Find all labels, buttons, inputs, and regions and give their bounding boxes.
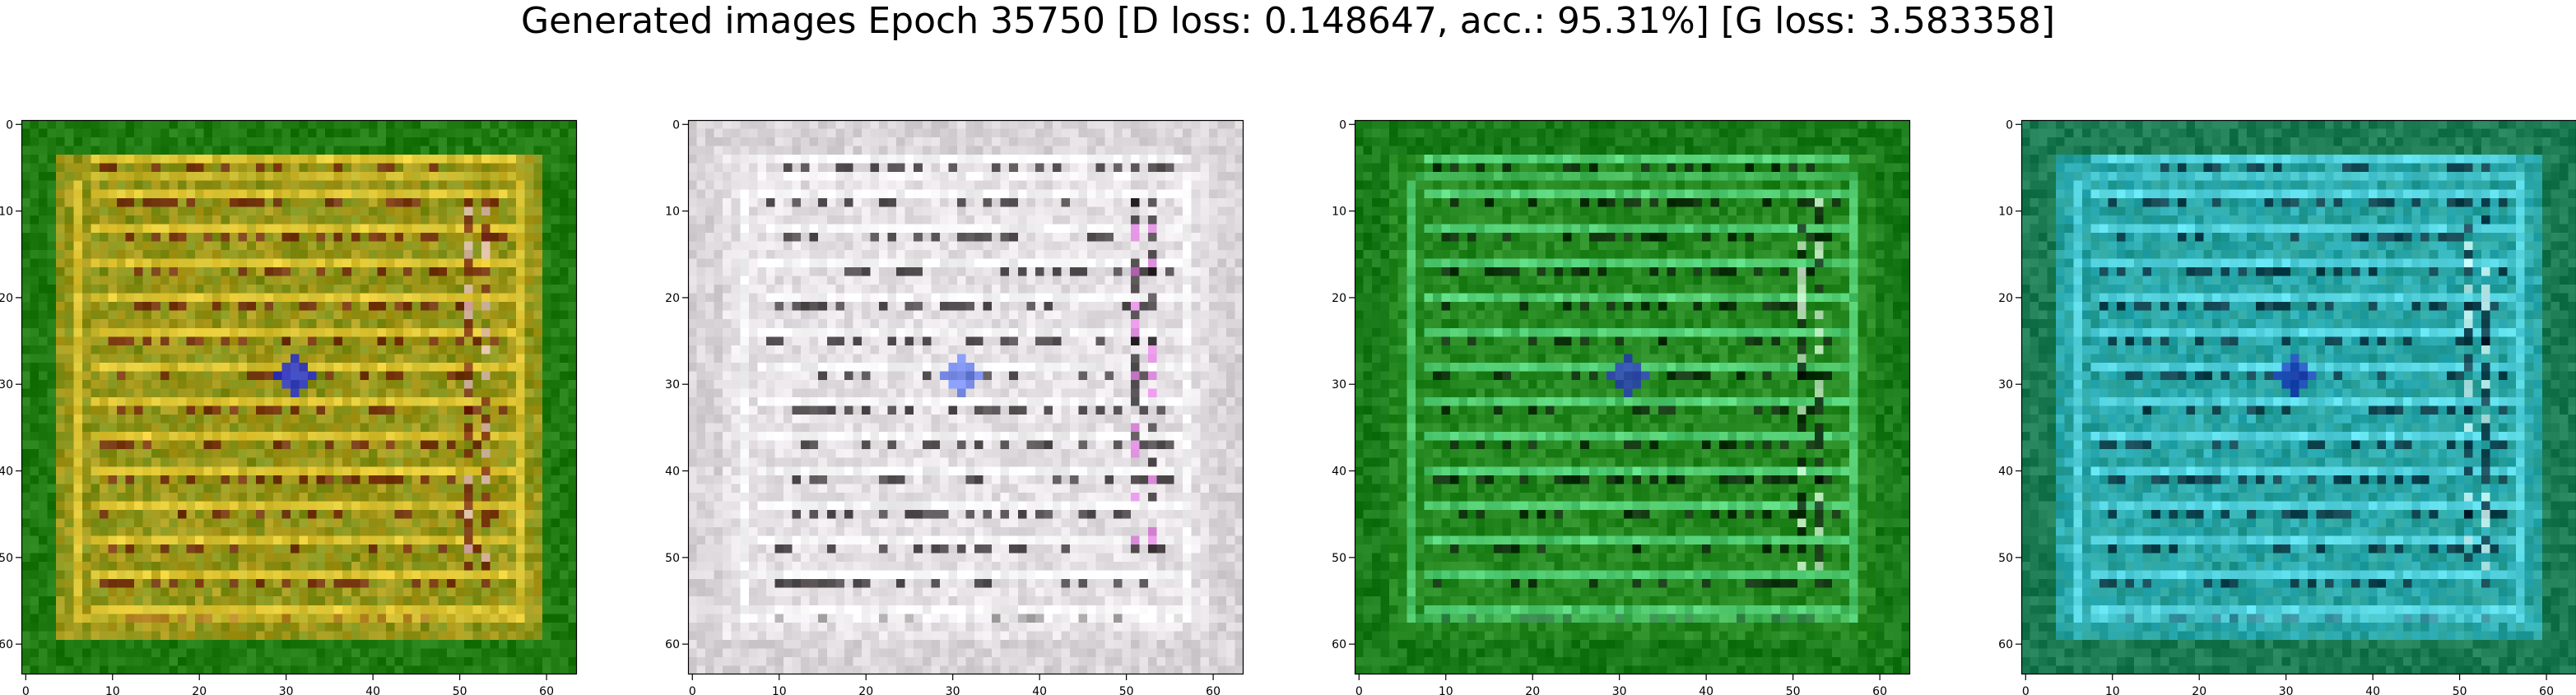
y-tick-label: 50 <box>665 552 680 565</box>
y-tick-label: 40 <box>0 466 13 479</box>
x-tick-label: 60 <box>1206 685 1221 695</box>
x-tick-label: 10 <box>1439 685 1453 695</box>
y-tick-label: 60 <box>0 638 13 651</box>
generated-image-panel-2: 0 10 20 30 40 50 60 0 10 20 30 40 50 60 <box>665 118 1244 695</box>
generated-image-1 <box>21 120 577 674</box>
y-tick-label: 30 <box>1332 378 1346 392</box>
generated-image-3 <box>1355 120 1910 674</box>
x-tick-label: 10 <box>105 685 120 695</box>
axes-frame: 0 10 20 30 40 50 60 0 10 20 30 40 50 60 <box>1998 118 2576 695</box>
axes-border <box>2020 119 2576 675</box>
y-tick-label: 20 <box>1332 292 1346 305</box>
generated-image-panel-1: 0 10 20 30 40 50 60 0 10 20 30 40 50 60 <box>0 118 578 695</box>
x-tick-label: 60 <box>1872 685 1887 695</box>
y-tick-label: 0 <box>1339 118 1346 132</box>
x-tick-label: 60 <box>2539 685 2554 695</box>
x-tick-label: 40 <box>1032 685 1047 695</box>
x-tick-label: 0 <box>1355 685 1363 695</box>
y-tick-label: 0 <box>672 118 680 132</box>
y-tick-label: 60 <box>665 638 680 651</box>
x-tick-label: 20 <box>2192 685 2206 695</box>
generated-image-2 <box>688 120 1244 674</box>
y-tick-label: 10 <box>1332 206 1346 219</box>
y-tick-label: 50 <box>0 552 13 565</box>
y-tick-label: 60 <box>1332 638 1346 651</box>
y-tick-label: 30 <box>1998 378 2013 392</box>
axes-frame: 0 10 20 30 40 50 60 0 10 20 30 40 50 60 <box>665 118 1244 695</box>
axes-frame: 0 10 20 30 40 50 60 0 10 20 30 40 50 60 <box>1332 118 1911 695</box>
x-tick-label: 40 <box>365 685 380 695</box>
x-tick-label: 30 <box>279 685 294 695</box>
x-tick-label: 60 <box>539 685 554 695</box>
y-tick-label: 20 <box>1998 292 2013 305</box>
axes-border <box>1354 119 1911 675</box>
x-tick-label: 30 <box>1612 685 1627 695</box>
x-tick-label: 50 <box>1786 685 1801 695</box>
y-tick-label: 30 <box>665 378 680 392</box>
y-tick-label: 50 <box>1998 552 2013 565</box>
y-tick-label: 20 <box>665 292 680 305</box>
x-tick-label: 0 <box>22 685 30 695</box>
x-tick-label: 0 <box>2022 685 2030 695</box>
y-tick-label: 10 <box>1998 206 2013 219</box>
figure-title: Generated images Epoch 35750 [D loss: 0.… <box>520 0 2056 42</box>
y-tick-label: 40 <box>1998 466 2013 479</box>
x-tick-label: 10 <box>772 685 787 695</box>
generated-image-panel-3: 0 10 20 30 40 50 60 0 10 20 30 40 50 60 <box>1332 118 1911 695</box>
y-tick-label: 10 <box>0 206 13 219</box>
y-tick-label: 40 <box>1332 466 1346 479</box>
x-tick-label: 30 <box>2279 685 2294 695</box>
x-tick-label: 20 <box>858 685 873 695</box>
y-tick-label: 20 <box>0 292 13 305</box>
y-tick-label: 60 <box>1998 638 2013 651</box>
x-tick-label: 0 <box>689 685 696 695</box>
y-tick-label: 40 <box>665 466 680 479</box>
x-tick-label: 40 <box>1699 685 1713 695</box>
y-tick-label: 50 <box>1332 552 1346 565</box>
axes-border <box>687 119 1244 675</box>
generated-image-panel-4: 0 10 20 30 40 50 60 0 10 20 30 40 50 60 <box>1998 118 2576 695</box>
x-tick-label: 40 <box>2365 685 2380 695</box>
x-tick-label: 20 <box>192 685 207 695</box>
x-tick-label: 50 <box>453 685 467 695</box>
x-tick-label: 30 <box>946 685 960 695</box>
y-tick-label: 0 <box>6 118 13 132</box>
axes-border <box>21 119 578 675</box>
y-tick-label: 0 <box>2006 118 2013 132</box>
x-tick-label: 10 <box>2105 685 2120 695</box>
x-tick-label: 50 <box>2453 685 2467 695</box>
axes-frame: 0 10 20 30 40 50 60 0 10 20 30 40 50 60 <box>0 118 578 695</box>
x-tick-label: 50 <box>1119 685 1134 695</box>
generated-image-4 <box>2021 120 2576 674</box>
y-tick-label: 10 <box>665 206 680 219</box>
x-tick-label: 20 <box>1525 685 1540 695</box>
y-tick-label: 30 <box>0 378 13 392</box>
